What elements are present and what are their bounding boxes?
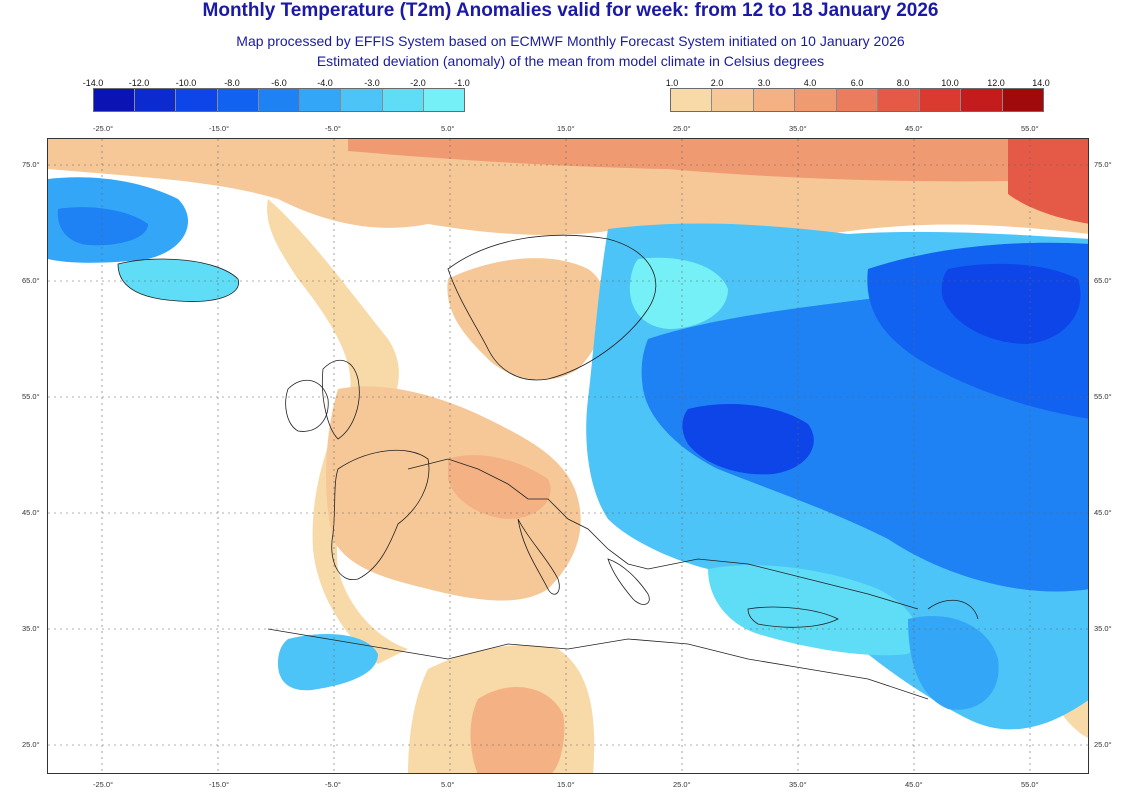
lon-label-bottom: 15.0° — [557, 780, 575, 789]
lat-label-left: 75.0° — [22, 160, 40, 169]
cold-tick: -8.0 — [224, 78, 240, 88]
graticule — [48, 139, 1088, 773]
cold-scale-swatch — [176, 89, 218, 111]
warm-scale-swatch — [836, 89, 879, 111]
cold-scale-swatch — [94, 89, 136, 111]
lon-label-top: 15.0° — [557, 124, 575, 133]
lat-label-left: 55.0° — [22, 392, 40, 401]
cold-anomaly-morocco — [278, 634, 378, 691]
warm-anomaly-alps — [448, 455, 551, 519]
cold-tick: -14.0 — [82, 78, 104, 88]
warm-scale-swatch — [671, 89, 713, 111]
coastlines — [117, 234, 979, 700]
anomaly-map-svg — [48, 139, 1088, 773]
cold-tick: -10.0 — [175, 78, 197, 88]
lon-label-bottom: -15.0° — [209, 780, 230, 789]
warm-anomaly-svalbard — [1008, 139, 1088, 224]
cold-tick: -1.0 — [454, 78, 470, 88]
map-subtitle: Map processed by EFFIS System based on E… — [236, 33, 905, 49]
cold-anomaly-scale — [93, 88, 465, 112]
map-units-note: Estimated deviation (anomaly) of the mea… — [316, 53, 825, 69]
cold-anomaly-iceland — [118, 259, 239, 302]
cold-scale-swatch — [382, 89, 424, 111]
lon-label-top: -15.0° — [209, 124, 230, 133]
cold-anomaly-caucasus — [908, 615, 999, 710]
lat-label-left: 25.0° — [22, 740, 40, 749]
warm-anomaly-western-europe — [326, 386, 581, 601]
cold-tick: -2.0 — [410, 78, 426, 88]
lon-label-top: -25.0° — [93, 124, 114, 133]
warm-tick: 1.0 — [665, 78, 679, 88]
warm-tick: 12.0 — [987, 78, 1005, 88]
warm-tick: 2.0 — [710, 78, 724, 88]
lon-label-top: 25.0° — [673, 124, 691, 133]
lat-label-right: 45.0° — [1094, 508, 1112, 517]
lat-label-left: 65.0° — [22, 276, 40, 285]
lat-label-right: 35.0° — [1094, 624, 1112, 633]
map-title: Monthly Temperature (T2m) Anomalies vali… — [202, 0, 939, 21]
cold-anomaly-greenland-core — [57, 207, 148, 246]
cold-scale-swatch — [423, 89, 464, 111]
lon-label-bottom: -5.0° — [325, 780, 341, 789]
cold-scale-swatch — [258, 89, 301, 111]
warm-scale-swatch — [795, 89, 837, 111]
lon-label-bottom: 5.0° — [441, 780, 455, 789]
lat-label-left: 35.0° — [22, 624, 40, 633]
lat-label-right: 55.0° — [1094, 392, 1112, 401]
warm-anomaly-scandinavia — [447, 258, 607, 380]
cold-scale-swatch — [300, 89, 342, 111]
lat-label-right: 65.0° — [1094, 276, 1112, 285]
warm-tick: 6.0 — [850, 78, 864, 88]
lon-label-bottom: 45.0° — [905, 780, 923, 789]
cold-anomaly-turkey — [708, 565, 918, 656]
anomaly-map — [47, 138, 1089, 774]
lon-label-bottom: 25.0° — [673, 780, 691, 789]
warm-tick: 4.0 — [803, 78, 817, 88]
warm-tick: 10.0 — [941, 78, 959, 88]
cold-anomaly-belarus-core — [682, 404, 814, 475]
cold-scale-swatch — [135, 89, 177, 111]
warm-scale-swatch — [878, 89, 920, 111]
lon-label-bottom: -25.0° — [93, 780, 114, 789]
lat-label-right: 75.0° — [1094, 160, 1112, 169]
lat-label-right: 25.0° — [1094, 740, 1112, 749]
warm-anomaly-scale — [670, 88, 1044, 112]
cold-tick: -12.0 — [128, 78, 150, 88]
warm-anomaly-arctic — [348, 139, 1088, 182]
warm-scale-swatch — [753, 89, 796, 111]
warm-anomaly-sahara-core — [470, 687, 565, 773]
lon-label-bottom: 35.0° — [789, 780, 807, 789]
cold-tick: -4.0 — [317, 78, 333, 88]
lon-label-top: -5.0° — [325, 124, 341, 133]
warm-tick: 8.0 — [896, 78, 910, 88]
lon-label-top: 55.0° — [1021, 124, 1039, 133]
cold-anomaly-russia-core — [941, 263, 1081, 344]
cold-scale-swatch — [217, 89, 259, 111]
lon-label-top: 45.0° — [905, 124, 923, 133]
warm-scale-swatch — [919, 89, 962, 111]
cold-tick: -3.0 — [364, 78, 380, 88]
cold-scale-swatch — [341, 89, 383, 111]
cold-tick: -6.0 — [271, 78, 287, 88]
lon-label-top: 5.0° — [441, 124, 455, 133]
warm-tick: 3.0 — [757, 78, 771, 88]
lon-label-top: 35.0° — [789, 124, 807, 133]
warm-tick: 14.0 — [1032, 78, 1050, 88]
warm-scale-swatch — [712, 89, 754, 111]
lat-label-left: 45.0° — [22, 508, 40, 517]
lon-label-bottom: 55.0° — [1021, 780, 1039, 789]
warm-scale-swatch — [1002, 89, 1043, 111]
warm-scale-swatch — [961, 89, 1003, 111]
